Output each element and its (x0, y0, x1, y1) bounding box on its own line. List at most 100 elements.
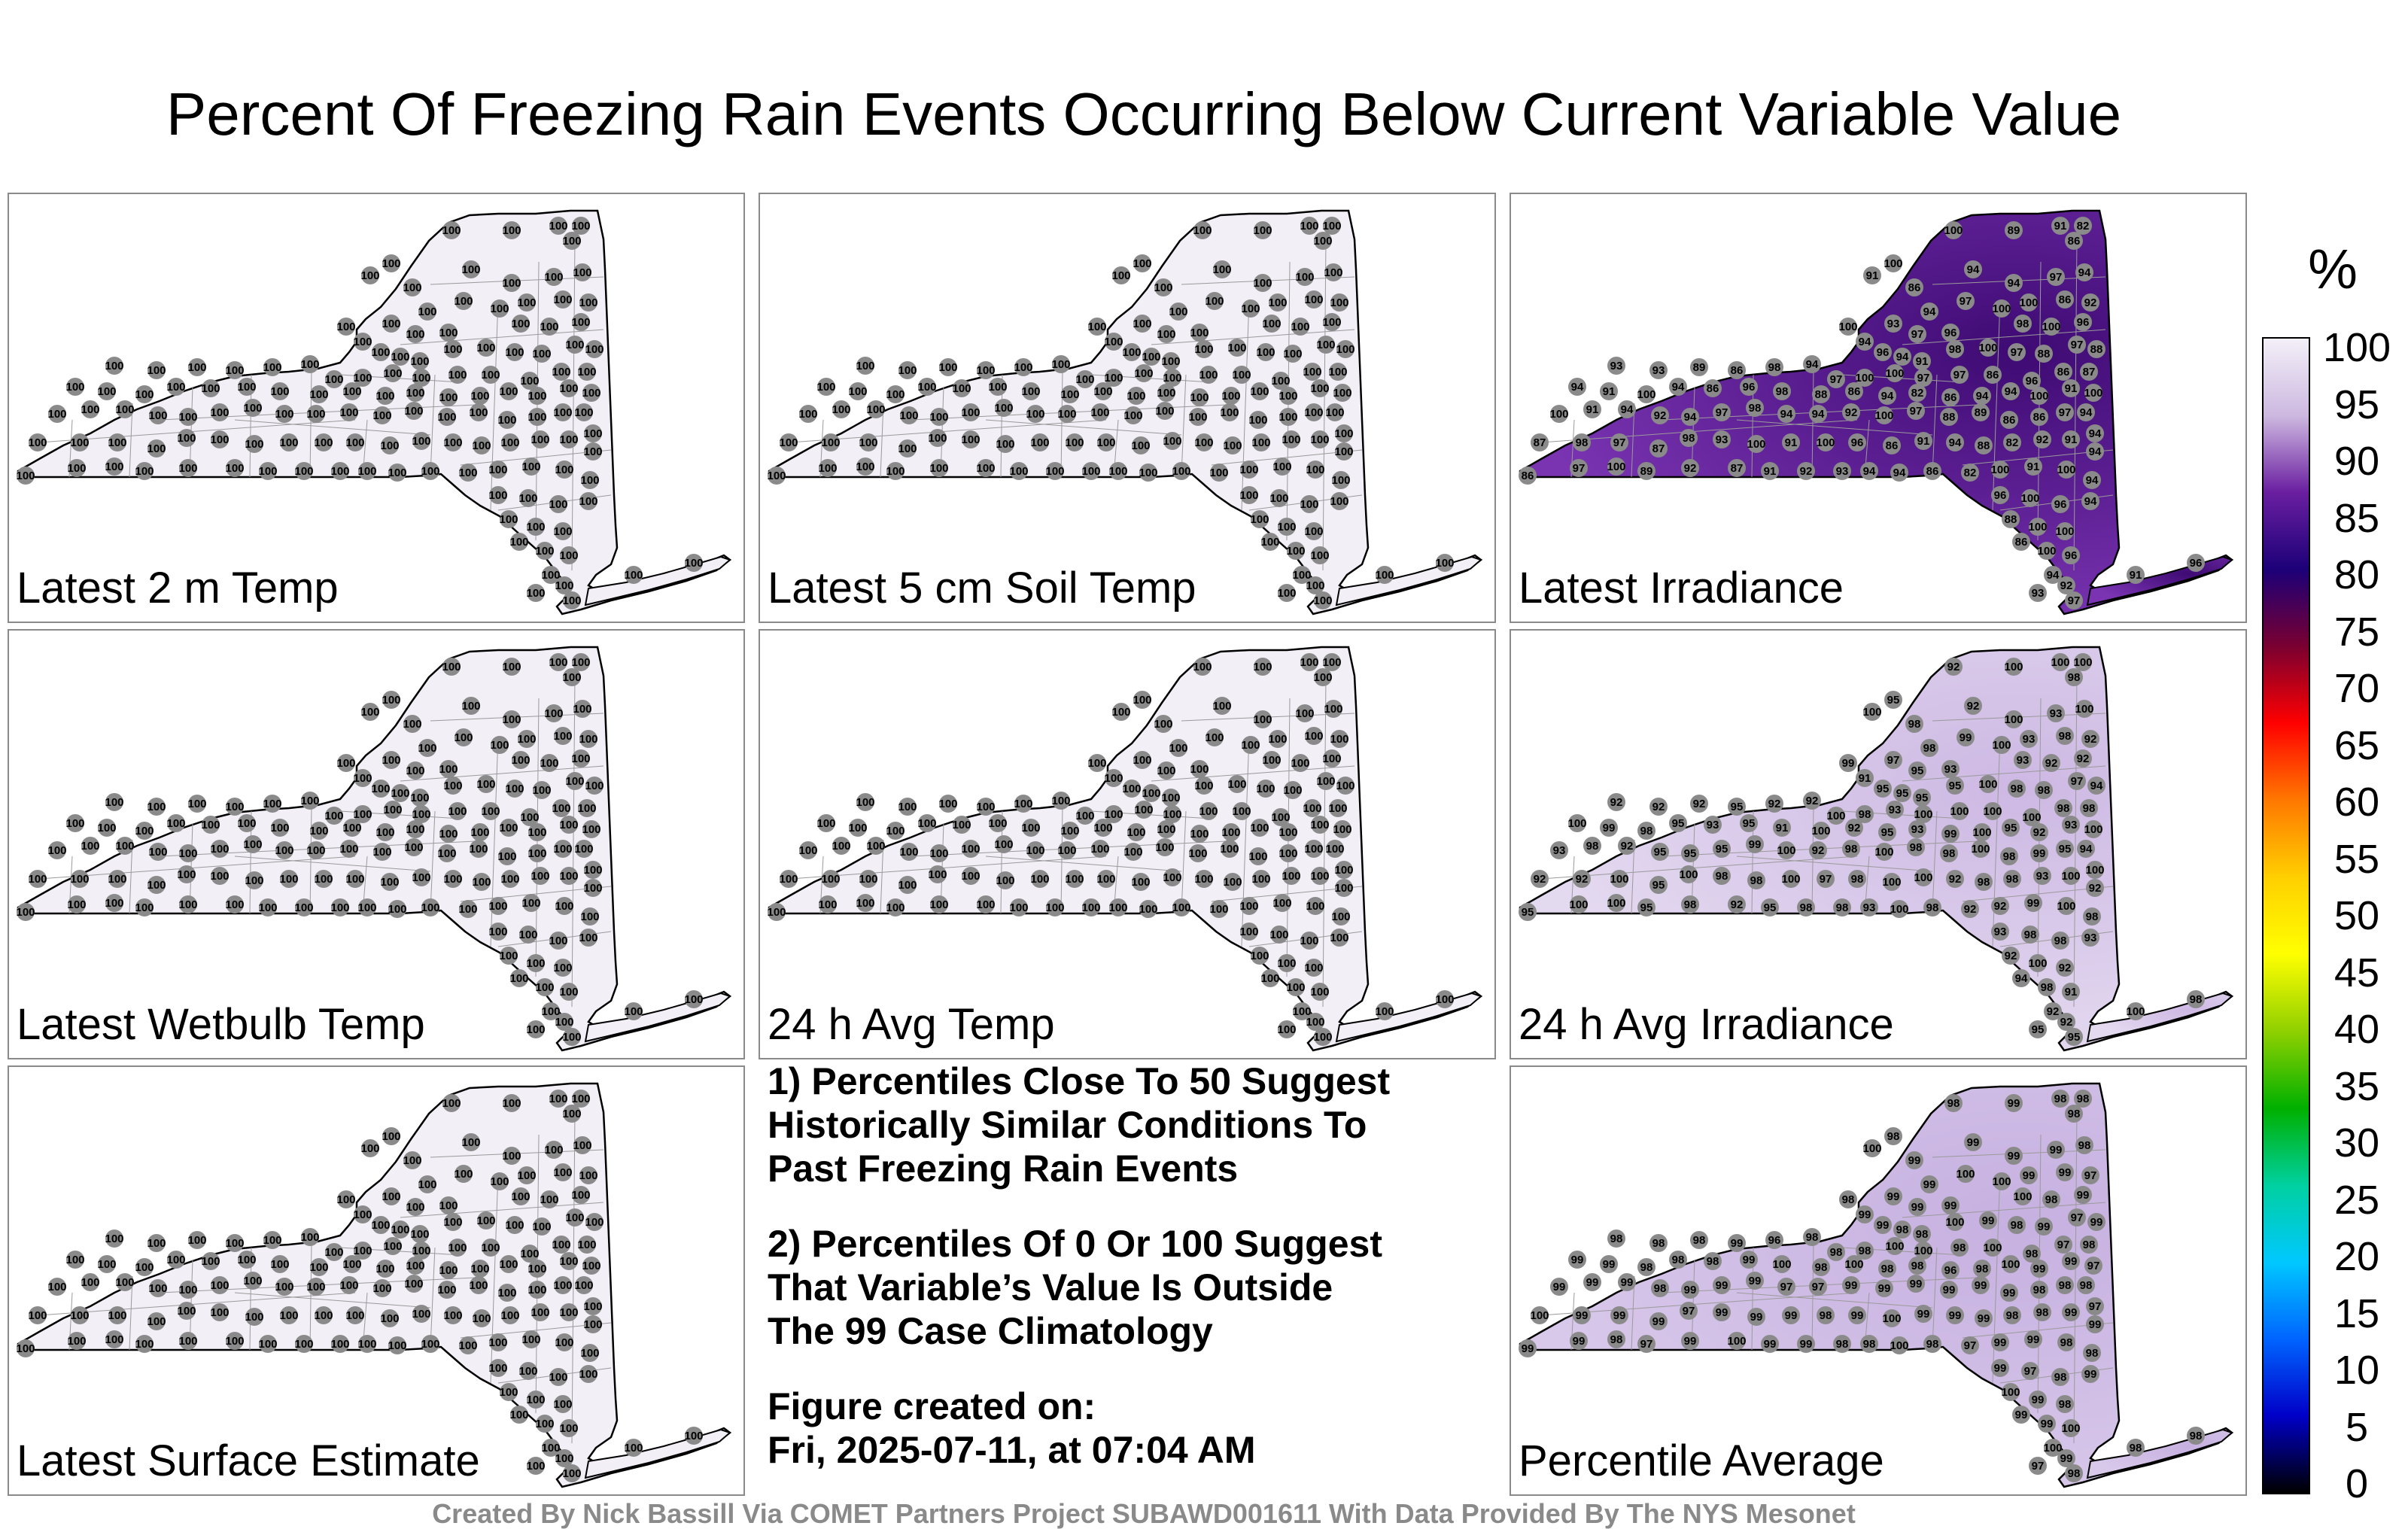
station-marker: 100 (1253, 710, 1272, 728)
station-marker: 100 (1816, 433, 1835, 451)
station-value: 93 (1707, 819, 1719, 831)
station-value: 100 (579, 733, 597, 746)
station-value: 100 (67, 462, 86, 475)
station-marker: 100 (65, 814, 85, 832)
station-marker: 100 (410, 352, 430, 370)
station-marker: 99 (1839, 754, 1857, 772)
station-value: 100 (1014, 798, 1032, 810)
station-dot (442, 1094, 461, 1112)
station-dot (572, 217, 590, 235)
station-value: 100 (1269, 492, 1288, 505)
station-dot (2033, 867, 2051, 885)
station-dot (989, 814, 1007, 832)
station-value: 100 (412, 1245, 430, 1257)
station-dot (2002, 510, 2020, 528)
station-value: 100 (1607, 897, 1625, 910)
station-value: 100 (404, 1278, 423, 1290)
station-dot (1984, 1239, 2002, 1257)
station-value: 100 (848, 385, 867, 398)
station-value: 100 (573, 1139, 591, 1152)
station-marker: 100 (70, 433, 90, 451)
station-value: 99 (1944, 828, 1957, 840)
station-marker: 100 (1310, 816, 1330, 834)
station-value: 100 (1122, 346, 1141, 359)
station-value: 100 (1313, 671, 1332, 684)
station-marker: 98 (1893, 1220, 1911, 1239)
station-marker: 100 (1172, 462, 1191, 480)
station-marker: 94 (1681, 408, 1699, 426)
station-value: 100 (388, 467, 406, 479)
notes: 1) Percentiles Close To 50 Suggest Histo… (768, 1059, 1490, 1503)
station-marker: 98 (2187, 990, 2205, 1008)
station-value: 100 (330, 1338, 349, 1351)
station-marker: 100 (1057, 405, 1077, 423)
station-dot (384, 1237, 402, 1255)
station-dot (382, 691, 400, 709)
station-dot (563, 232, 581, 250)
station-dot (178, 429, 196, 447)
station-value: 100 (1194, 873, 1213, 886)
station-value: 100 (324, 1246, 343, 1259)
station-dot (685, 990, 703, 1008)
station-dot (1637, 822, 1655, 840)
station-dot (528, 387, 546, 405)
station-marker: 95 (1884, 691, 1902, 709)
station-value: 100 (177, 1305, 196, 1318)
station-dot (1765, 358, 1783, 376)
station-dot (1249, 411, 1267, 429)
station-dot (1941, 388, 1960, 406)
station-marker: 100 (1322, 217, 1342, 235)
station-dot (1607, 894, 1625, 912)
station-value: 100 (472, 1312, 491, 1325)
station-dot (444, 1306, 462, 1324)
station-value: 100 (1324, 703, 1342, 716)
station-value: 100 (1983, 1242, 2002, 1254)
station-marker: 99 (1964, 1133, 1982, 1151)
station-dot (1883, 436, 1901, 454)
station-value: 100 (1884, 257, 1902, 270)
station-marker: 97 (1884, 751, 1902, 769)
station-dot (1088, 318, 1106, 336)
station-value: 100 (382, 754, 400, 767)
station-value: 100 (549, 498, 567, 511)
station-value: 100 (585, 1216, 604, 1229)
station-dot (382, 315, 400, 333)
station-value: 99 (1573, 1335, 1586, 1348)
station-marker: 100 (579, 1166, 598, 1184)
station-value: 100 (178, 847, 197, 860)
station-dot (1323, 217, 1341, 235)
station-marker: 100 (899, 843, 919, 861)
station-dot (1311, 546, 1329, 564)
station-marker: 100 (1324, 700, 1343, 718)
station-marker: 94 (1777, 405, 1795, 423)
station-dot (1941, 825, 1960, 843)
station-dot (1651, 406, 1669, 424)
station-marker: 100 (571, 653, 591, 671)
station-dot (1330, 929, 1348, 947)
station-value: 100 (1844, 1258, 1863, 1271)
station-marker: 98 (2056, 1276, 2074, 1294)
station-dot (1845, 1255, 1863, 1273)
station-marker: 100 (306, 841, 326, 859)
station-dot (1199, 802, 1218, 820)
station-marker: 98 (2057, 1333, 2075, 1351)
station-value: 97 (1830, 373, 1843, 386)
station-marker: 93 (2029, 584, 2047, 602)
station-dot (147, 1312, 166, 1330)
station-value: 100 (528, 1284, 546, 1296)
station-dot (518, 293, 536, 312)
station-value: 100 (1325, 843, 1344, 856)
station-dot (2057, 1013, 2075, 1031)
station-value: 100 (528, 390, 546, 403)
station-value: 94 (1881, 390, 1894, 403)
station-dot (1257, 780, 1275, 798)
station-dot (1690, 358, 1708, 376)
station-marker: 98 (1583, 837, 1601, 855)
station-value: 98 (1916, 1228, 1929, 1241)
station-value: 100 (552, 802, 570, 815)
station-value: 100 (577, 802, 596, 815)
station-value: 100 (2028, 957, 2047, 970)
station-marker: 92 (1728, 895, 1746, 913)
station-dot (1975, 873, 1993, 891)
station-dot (325, 807, 343, 825)
